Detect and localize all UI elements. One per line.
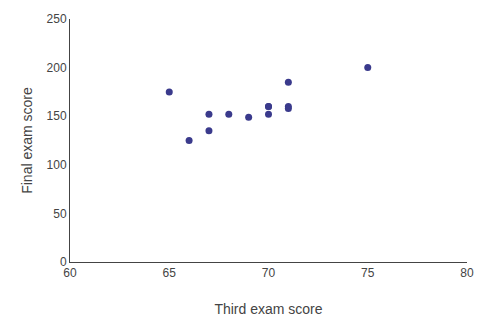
svg-text:80: 80: [460, 266, 474, 280]
svg-text:0: 0: [60, 255, 67, 269]
svg-text:65: 65: [163, 266, 177, 280]
svg-text:Third exam score: Third exam score: [214, 301, 322, 317]
svg-text:150: 150: [47, 109, 67, 123]
svg-text:250: 250: [47, 12, 67, 26]
svg-text:Final exam score: Final exam score: [19, 87, 35, 194]
svg-text:70: 70: [262, 266, 276, 280]
svg-text:50: 50: [53, 207, 67, 221]
svg-text:100: 100: [47, 158, 67, 172]
svg-text:200: 200: [47, 61, 67, 75]
svg-text:60: 60: [63, 266, 77, 280]
svg-text:75: 75: [361, 266, 375, 280]
